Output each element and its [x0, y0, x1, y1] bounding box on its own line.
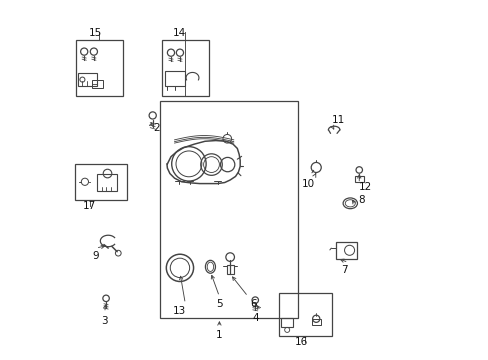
Bar — [75, 164, 127, 200]
Bar — [76, 40, 122, 96]
Text: 10: 10 — [302, 179, 315, 189]
Text: 7: 7 — [340, 265, 347, 275]
Text: 2: 2 — [153, 123, 160, 133]
Text: 11: 11 — [331, 116, 345, 126]
Text: 1: 1 — [216, 330, 222, 340]
Text: 12: 12 — [358, 182, 371, 192]
Bar — [97, 174, 117, 191]
Text: 17: 17 — [83, 201, 96, 211]
Text: 14: 14 — [172, 28, 185, 38]
Text: 4: 4 — [252, 313, 259, 323]
Text: 8: 8 — [357, 195, 364, 205]
Bar — [160, 101, 298, 318]
Text: 5: 5 — [216, 299, 222, 309]
Bar — [164, 71, 184, 86]
Bar — [78, 73, 97, 86]
Bar — [278, 293, 332, 336]
Bar — [281, 319, 292, 327]
Bar — [311, 319, 320, 325]
Text: 6: 6 — [250, 299, 256, 309]
Bar — [354, 176, 363, 182]
Bar — [226, 265, 233, 274]
Text: 13: 13 — [173, 306, 186, 316]
Text: 16: 16 — [295, 337, 308, 347]
Bar — [162, 40, 208, 96]
Text: 3: 3 — [101, 316, 108, 325]
Text: 9: 9 — [92, 251, 99, 261]
Text: 15: 15 — [88, 28, 102, 38]
Bar — [92, 80, 102, 88]
Bar — [336, 242, 356, 259]
